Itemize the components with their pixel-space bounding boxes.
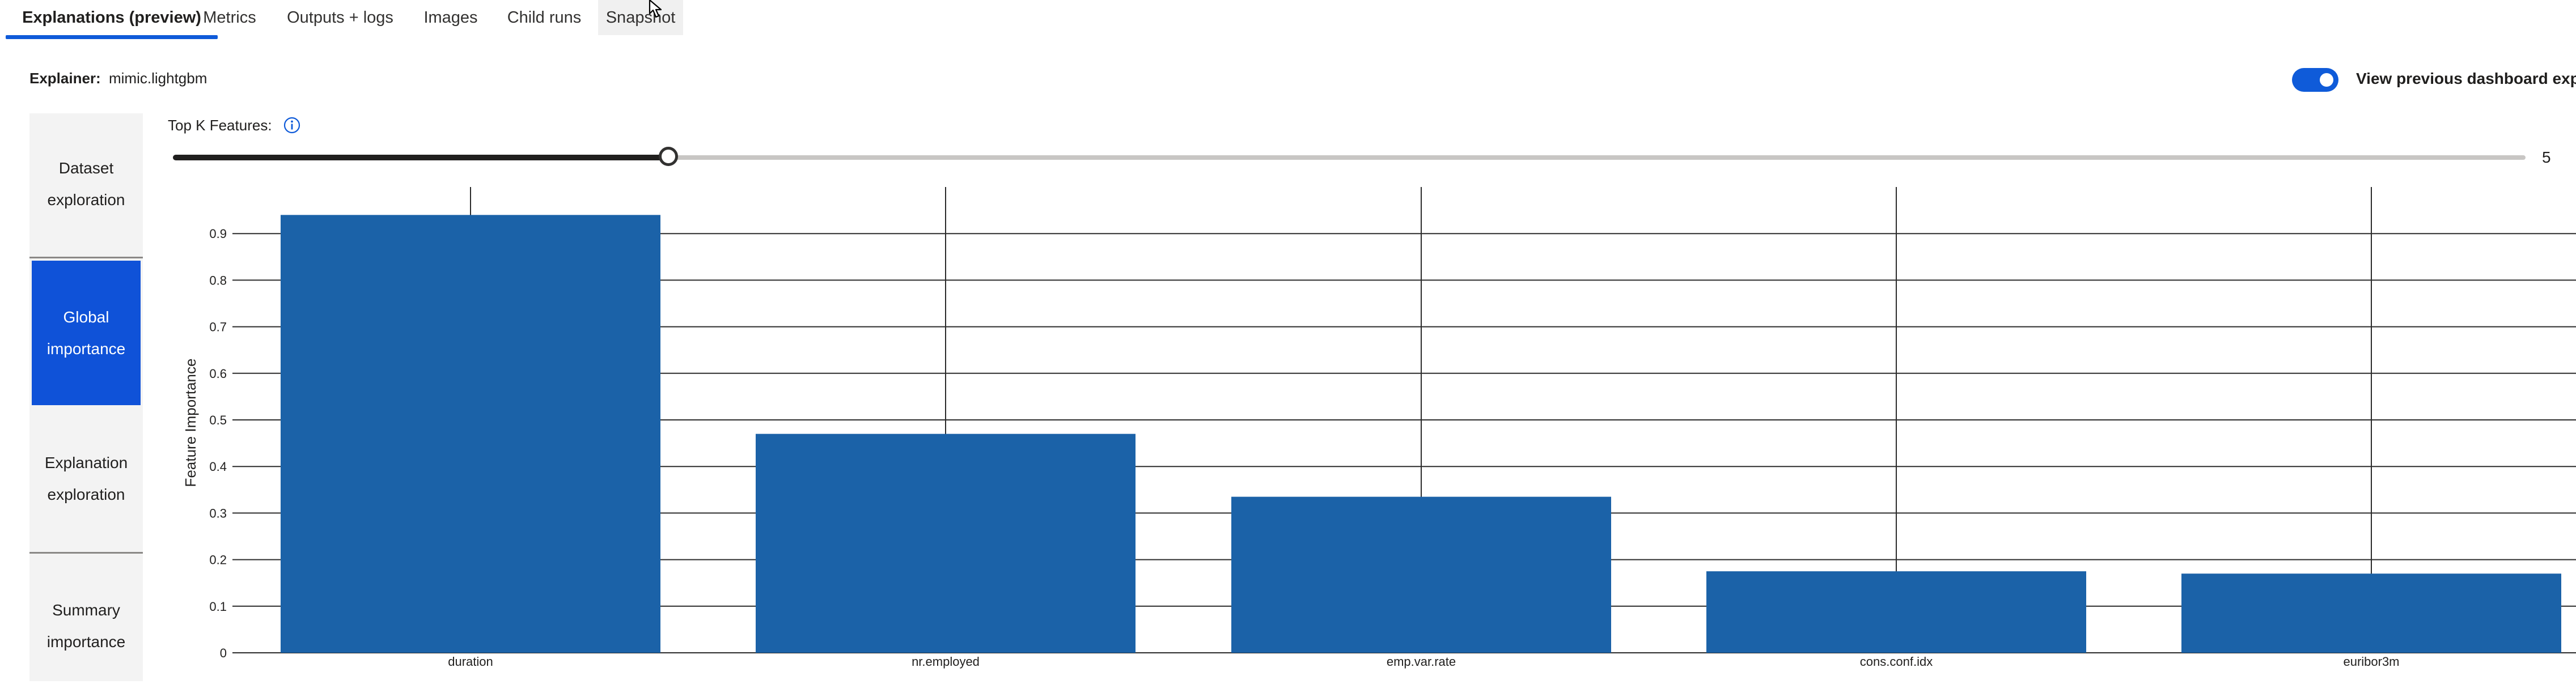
y-tick-label: 0.4 <box>209 460 227 474</box>
nav-item-label-line2: importance <box>46 633 126 651</box>
tab-snapshot[interactable]: Snapshot <box>598 0 683 35</box>
x-tick-label: euribor3m <box>2343 654 2399 669</box>
view-previous-dashboard-toggle[interactable] <box>2292 68 2338 92</box>
left-nav: Dataset exploration Global importance Expl… <box>29 113 143 681</box>
y-tick-label: 0.3 <box>209 506 227 520</box>
bar-cons-conf-idx[interactable] <box>1706 571 2086 653</box>
bar-duration[interactable] <box>281 215 660 653</box>
top-k-slider-thumb[interactable] <box>659 147 678 166</box>
nav-global-importance[interactable]: Global importance <box>32 261 141 405</box>
tab-images[interactable]: Images <box>423 8 478 27</box>
nav-item-label-line1: Explanation <box>44 454 128 471</box>
bar-nr-employed[interactable] <box>756 434 1136 653</box>
nav-divider <box>29 257 143 258</box>
tab-explanations[interactable]: Explanations (preview) <box>22 8 201 27</box>
y-tick-label: 0 <box>220 646 227 660</box>
explainer-label: Explainer: <box>29 70 101 87</box>
x-tick-label: duration <box>448 654 493 669</box>
y-tick-label: 0.7 <box>209 320 227 334</box>
nav-explanation-exploration[interactable]: Explanation exploration <box>29 408 143 550</box>
top-k-features-label: Top K Features: <box>168 117 272 134</box>
nav-dataset-exploration[interactable]: Dataset exploration <box>29 113 143 255</box>
nav-summary-importance[interactable]: Summary importance <box>29 555 143 697</box>
bar-emp-var-rate[interactable] <box>1231 496 1611 653</box>
mouse-cursor-icon <box>649 0 662 18</box>
tab-bar: Explanations (preview) Metrics Outputs +… <box>0 0 2576 40</box>
x-tick-label: emp.var.rate <box>1387 654 1456 669</box>
y-tick-label: 0.1 <box>209 600 227 614</box>
top-k-value: 5 <box>2542 148 2551 166</box>
nav-item-label-line1: Global <box>63 308 109 326</box>
y-tick-label: 0.2 <box>209 553 227 567</box>
feature-importance-chart: 0 0.1 0.2 0.3 0.4 0.5 0.6 0.7 0.8 0.9 duration nr.e… <box>182 187 2576 669</box>
nav-item-label-line1: Dataset <box>58 159 114 177</box>
toggle-knob <box>2320 73 2333 87</box>
nav-item-label-line2: exploration <box>47 191 125 209</box>
y-tick-label: 0.8 <box>209 273 227 287</box>
info-icon[interactable] <box>283 116 301 134</box>
y-axis-title: Feature Importance <box>182 359 199 487</box>
nav-divider <box>29 552 143 554</box>
x-tick-label: cons.conf.idx <box>1860 654 1933 669</box>
tab-metrics[interactable]: Metrics <box>203 8 256 27</box>
top-k-slider-track[interactable] <box>173 155 2526 160</box>
top-k-slider-fill <box>173 155 669 160</box>
x-tick-label: nr.employed <box>912 654 980 669</box>
nav-item-label-line2: importance <box>46 339 126 358</box>
y-tick-label: 0.9 <box>209 227 227 241</box>
bar-euribor3m[interactable] <box>2181 573 2561 653</box>
tab-child-runs[interactable]: Child runs <box>507 8 582 27</box>
explainer-value: mimic.lightgbm <box>109 70 207 87</box>
nav-item-label-line2: exploration <box>47 486 125 503</box>
toggle-label: View previous dashboard expe <box>2356 70 2576 87</box>
active-tab-indicator <box>6 35 218 39</box>
y-tick-label: 0.5 <box>209 413 227 427</box>
nav-item-label-line1: Summary <box>52 601 120 619</box>
y-tick-label: 0.6 <box>209 367 227 381</box>
tab-outputs-logs[interactable]: Outputs + logs <box>287 8 393 27</box>
